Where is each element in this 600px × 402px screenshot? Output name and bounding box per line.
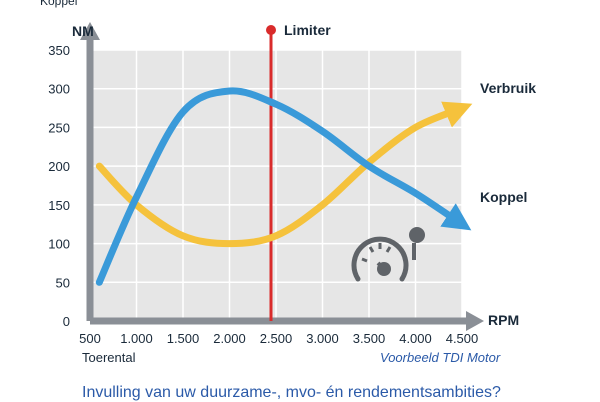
y-tick-label: 0 bbox=[63, 314, 70, 329]
x-tick-label: 2.500 bbox=[260, 331, 293, 346]
y-tick-labels: 0 50 100 150 200 250 300 350 bbox=[48, 43, 70, 329]
x-tick-label: 3.500 bbox=[353, 331, 386, 346]
y-tick-label: 150 bbox=[48, 198, 70, 213]
y-tick-label: 100 bbox=[48, 237, 70, 252]
x-axis-arrow bbox=[466, 311, 484, 331]
series-label-verbruik: Verbruik bbox=[480, 80, 536, 96]
x-axis-caption: Toerental bbox=[82, 350, 135, 365]
y-tick-label: 200 bbox=[48, 159, 70, 174]
limiter-dot bbox=[266, 25, 276, 35]
top-label: Koppel bbox=[40, 0, 77, 8]
x-tick-label: 4.000 bbox=[399, 331, 432, 346]
source-note: Voorbeeld TDI Motor bbox=[380, 350, 500, 365]
x-tick-label: 1.000 bbox=[120, 331, 153, 346]
y-tick-label: 350 bbox=[48, 43, 70, 58]
x-tick-label: 2.000 bbox=[213, 331, 246, 346]
x-tick-label: 4.500 bbox=[446, 331, 479, 346]
x-tick-label: 1.500 bbox=[167, 331, 200, 346]
y-tick-label: 300 bbox=[48, 82, 70, 97]
caption-text: Invulling van uw duurzame-, mvo- én rend… bbox=[82, 384, 501, 402]
series-label-koppel: Koppel bbox=[480, 189, 527, 205]
x-tick-labels: 500 1.000 1.500 2.000 2.500 3.000 3.500 4.000 4.… bbox=[79, 331, 478, 346]
x-axis-label: RPM bbox=[488, 312, 519, 328]
y-tick-label: 50 bbox=[56, 275, 70, 290]
y-axis-label: NM bbox=[72, 23, 94, 39]
x-tick-label: 500 bbox=[79, 331, 101, 346]
x-tick-label: 3.000 bbox=[306, 331, 339, 346]
y-tick-label: 250 bbox=[48, 120, 70, 135]
limiter-label: Limiter bbox=[284, 22, 331, 38]
